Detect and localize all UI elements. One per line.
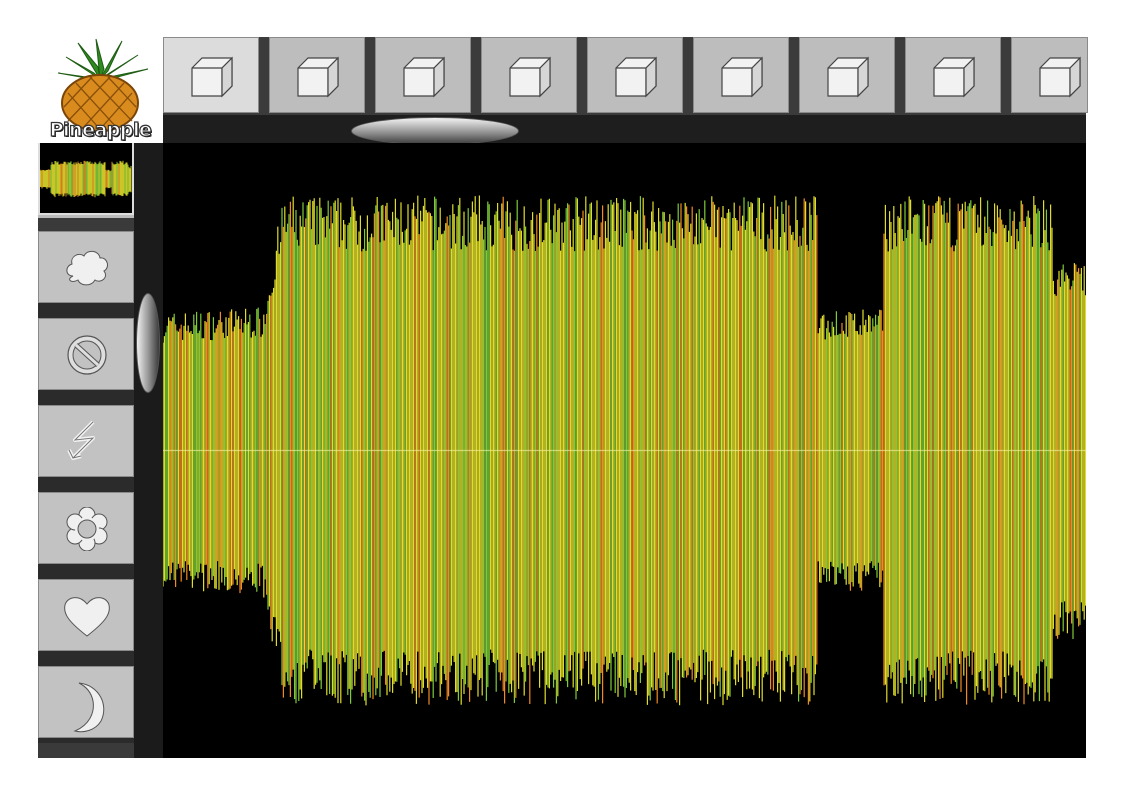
side-tool-button-prohibited[interactable] — [38, 318, 134, 390]
horizontal-scrollbar-thumb[interactable] — [351, 117, 519, 145]
top-tool-button-5[interactable] — [587, 37, 683, 113]
app-window: Pineapple — [38, 37, 1088, 758]
side-tool-button-moon[interactable] — [38, 666, 134, 738]
waveform-display[interactable] — [163, 143, 1086, 758]
waveform-thumbnail[interactable] — [38, 143, 134, 215]
top-tool-button-9[interactable] — [1011, 37, 1088, 113]
side-tool-button-flower[interactable] — [38, 492, 134, 564]
side-tool-button-lightning[interactable] — [38, 405, 134, 477]
top-tile-strip — [163, 37, 1088, 115]
pineapple-icon — [57, 38, 149, 132]
top-tool-button-6[interactable] — [693, 37, 789, 113]
top-tool-button-2[interactable] — [269, 37, 365, 113]
thumbnail-divider — [38, 215, 134, 231]
left-panel — [38, 143, 163, 758]
logo-text: Pineapple — [49, 118, 152, 141]
top-tool-button-8[interactable] — [905, 37, 1001, 113]
top-tool-button-7[interactable] — [799, 37, 895, 113]
top-tool-button-4[interactable] — [481, 37, 577, 113]
waveform-graphic — [163, 195, 1086, 706]
side-strip-footer — [38, 743, 134, 758]
vertical-scrollbar-track[interactable] — [134, 143, 163, 758]
side-tool-button-cloud[interactable] — [38, 231, 134, 303]
waveform-thumbnail-graphic — [40, 160, 132, 198]
horizontal-scrollbar-track[interactable] — [163, 115, 1086, 143]
top-tool-button-3[interactable] — [375, 37, 471, 113]
pineapple-logo: Pineapple — [38, 37, 163, 143]
side-tool-button-heart[interactable] — [38, 579, 134, 651]
top-tool-button-1[interactable] — [163, 37, 259, 113]
top-toolbar — [163, 37, 1088, 145]
vertical-scrollbar-thumb[interactable] — [136, 293, 160, 393]
